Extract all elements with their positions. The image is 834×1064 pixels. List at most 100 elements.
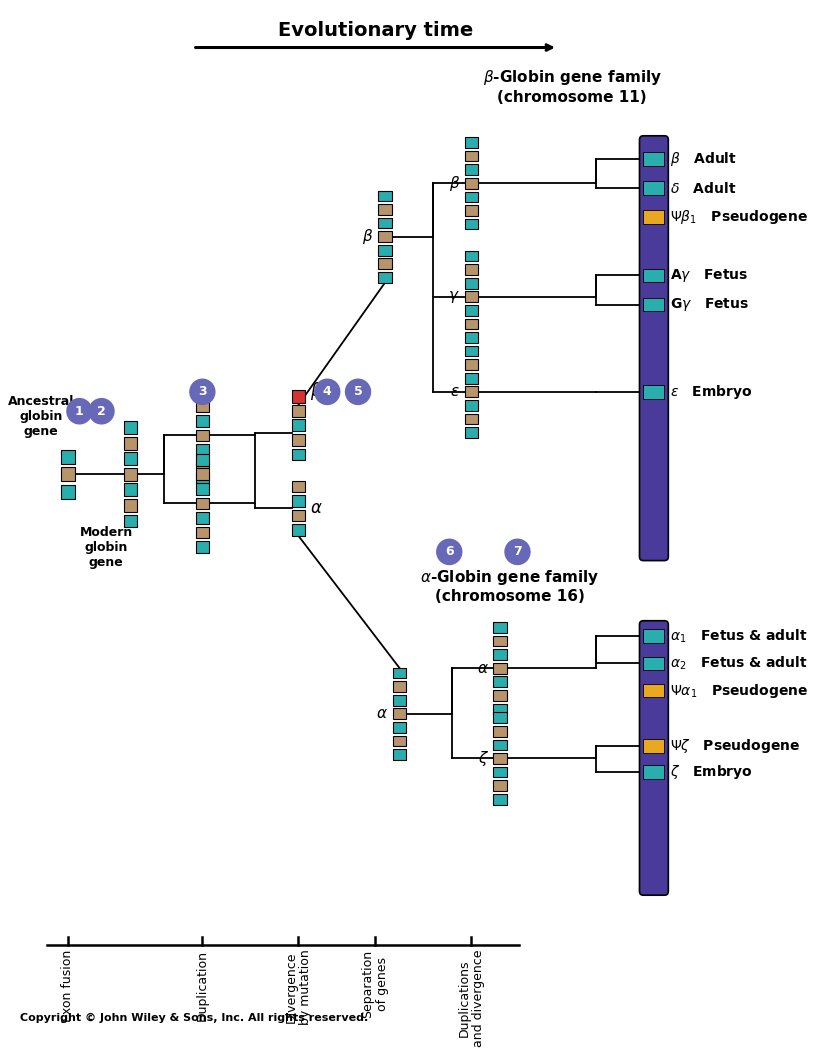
Bar <box>465 400 478 411</box>
Bar <box>292 481 305 493</box>
Bar <box>123 468 137 481</box>
Text: Modern
globin
gene: Modern globin gene <box>80 526 133 568</box>
Bar <box>393 668 406 679</box>
Text: $\Psi\alpha_1$   Pseudogene: $\Psi\alpha_1$ Pseudogene <box>671 682 808 699</box>
Bar <box>494 703 507 714</box>
Bar <box>643 656 665 670</box>
Circle shape <box>345 379 370 404</box>
Text: $\delta$   Adult: $\delta$ Adult <box>671 181 736 196</box>
Text: $\alpha$: $\alpha$ <box>376 706 388 721</box>
Text: $\alpha_1$   Fetus & adult: $\alpha_1$ Fetus & adult <box>671 628 808 645</box>
Bar <box>123 499 137 512</box>
Bar <box>465 346 478 356</box>
Bar <box>196 527 209 538</box>
Bar <box>465 360 478 370</box>
Text: $\alpha_2$   Fetus & adult: $\alpha_2$ Fetus & adult <box>671 654 808 672</box>
Bar <box>465 318 478 329</box>
Bar <box>196 512 209 523</box>
Circle shape <box>89 399 114 423</box>
Bar <box>494 663 507 674</box>
Bar <box>465 178 478 188</box>
Bar <box>465 251 478 262</box>
Bar <box>292 405 305 417</box>
Text: $\varepsilon$: $\varepsilon$ <box>450 384 460 399</box>
Bar <box>378 259 392 269</box>
Bar <box>196 473 209 485</box>
Bar <box>196 415 209 427</box>
Bar <box>465 305 478 316</box>
Text: 2: 2 <box>97 404 106 418</box>
Bar <box>465 205 478 216</box>
Text: 4: 4 <box>323 385 332 398</box>
Bar <box>196 498 209 510</box>
Text: Divergence
by mutation: Divergence by mutation <box>284 949 313 1026</box>
Bar <box>465 414 478 425</box>
Text: Duplication: Duplication <box>196 949 208 1020</box>
Text: $\Psi\zeta$   Pseudogene: $\Psi\zeta$ Pseudogene <box>671 737 801 754</box>
Bar <box>465 264 478 275</box>
Bar <box>643 385 665 399</box>
Bar <box>378 204 392 215</box>
Bar <box>123 421 137 434</box>
Bar <box>494 739 507 750</box>
Bar <box>643 765 665 779</box>
Circle shape <box>190 379 215 404</box>
Bar <box>196 444 209 455</box>
Bar <box>494 780 507 791</box>
Bar <box>494 753 507 764</box>
Text: 5: 5 <box>354 385 363 398</box>
Text: $\varepsilon$   Embryo: $\varepsilon$ Embryo <box>671 383 753 401</box>
Bar <box>643 181 665 195</box>
Bar <box>123 483 137 496</box>
Text: Exon fusion: Exon fusion <box>62 949 74 1021</box>
Bar <box>196 454 209 466</box>
Text: $\Psi\beta_1$   Pseudogene: $\Psi\beta_1$ Pseudogene <box>671 209 808 227</box>
Bar <box>494 622 507 633</box>
Bar <box>196 386 209 398</box>
Text: $\alpha$: $\alpha$ <box>310 499 323 517</box>
Bar <box>393 722 406 733</box>
Bar <box>643 739 665 752</box>
Text: $\alpha$: $\alpha$ <box>477 661 489 676</box>
Bar <box>465 428 478 438</box>
Bar <box>61 467 74 481</box>
Bar <box>465 332 478 343</box>
Bar <box>393 681 406 692</box>
Bar <box>196 542 209 553</box>
Circle shape <box>437 539 462 565</box>
Bar <box>643 268 665 282</box>
Bar <box>123 452 137 465</box>
Bar <box>465 192 478 202</box>
Bar <box>465 372 478 384</box>
Bar <box>61 450 74 464</box>
Bar <box>465 292 478 302</box>
Bar <box>494 691 507 701</box>
Text: Separation
of genes: Separation of genes <box>361 949 389 1017</box>
Bar <box>465 219 478 230</box>
Bar <box>292 525 305 536</box>
Bar <box>494 677 507 687</box>
Text: $\beta$-Globin gene family
(chromosome 11): $\beta$-Globin gene family (chromosome 1… <box>483 68 662 104</box>
Text: $\gamma$: $\gamma$ <box>448 288 460 304</box>
Bar <box>643 298 665 312</box>
Text: $\beta$   Adult: $\beta$ Adult <box>671 150 737 168</box>
Circle shape <box>505 539 530 565</box>
Bar <box>494 767 507 778</box>
Bar <box>643 152 665 166</box>
Bar <box>378 245 392 255</box>
Bar <box>494 636 507 647</box>
Text: Copyright © John Wiley & Sons, Inc. All rights reserved.: Copyright © John Wiley & Sons, Inc. All … <box>20 1013 368 1024</box>
Bar <box>196 483 209 495</box>
Text: $\zeta$   Embryo: $\zeta$ Embryo <box>671 763 753 781</box>
Bar <box>292 449 305 461</box>
Text: G$\gamma$   Fetus: G$\gamma$ Fetus <box>671 296 750 313</box>
Bar <box>465 151 478 162</box>
Text: A$\gamma$   Fetus: A$\gamma$ Fetus <box>671 267 749 284</box>
Bar <box>292 510 305 521</box>
Text: $\beta$: $\beta$ <box>310 380 322 402</box>
Bar <box>196 430 209 442</box>
Bar <box>378 190 392 201</box>
Bar <box>465 278 478 288</box>
Bar <box>292 419 305 431</box>
Text: 7: 7 <box>513 546 522 559</box>
